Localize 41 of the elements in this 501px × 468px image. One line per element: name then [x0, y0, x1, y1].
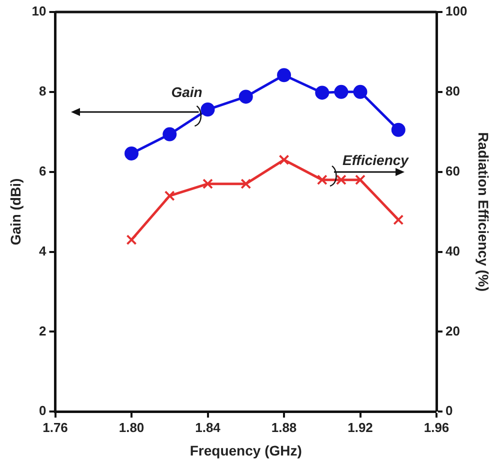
point	[162, 127, 177, 142]
point	[315, 86, 330, 100]
point	[393, 214, 404, 226]
x-tick-label: 1.92	[348, 420, 373, 435]
y2-tick-label: 100	[446, 4, 468, 19]
point	[124, 146, 139, 160]
y2-tick-label: 20	[446, 323, 460, 338]
point	[278, 154, 290, 166]
point	[277, 68, 292, 82]
y-tick-label: 0	[39, 403, 46, 418]
point	[238, 90, 253, 104]
point	[126, 234, 137, 246]
x-tick-label: 1.88	[271, 420, 297, 435]
point	[353, 84, 368, 99]
y2-axis-title: Radiation Efficiency (%)	[476, 132, 492, 292]
point	[336, 174, 346, 186]
y-tick-label: 6	[39, 163, 46, 178]
y2-tick-label: 80	[446, 84, 460, 98]
point	[200, 102, 215, 117]
x-tick-label: 1.96	[424, 420, 450, 435]
point	[164, 190, 175, 202]
x-tick-label: 1.80	[118, 420, 144, 435]
point	[355, 174, 366, 186]
x-axis-title: Frequency (GHz)	[190, 442, 302, 458]
point	[334, 84, 348, 99]
x-tick-label: 1.76	[42, 420, 68, 435]
y-tick-label: 4	[39, 243, 48, 258]
y-tick-label: 2	[39, 323, 46, 338]
point	[240, 178, 252, 190]
series-label: Gain	[171, 84, 202, 100]
x-tick-label: 1.84	[195, 420, 222, 435]
point	[316, 174, 328, 186]
series-label: Efficiency	[342, 152, 408, 168]
y2-tick-label: 0	[446, 403, 453, 418]
y-tick-label: 8	[39, 84, 46, 98]
y-tick-label: 10	[32, 4, 46, 19]
y-axis-title: Gain (dBi)	[7, 178, 24, 246]
point	[391, 122, 406, 137]
point	[202, 178, 214, 190]
y2-tick-label: 40	[446, 243, 460, 258]
y2-tick-label: 60	[446, 163, 460, 178]
